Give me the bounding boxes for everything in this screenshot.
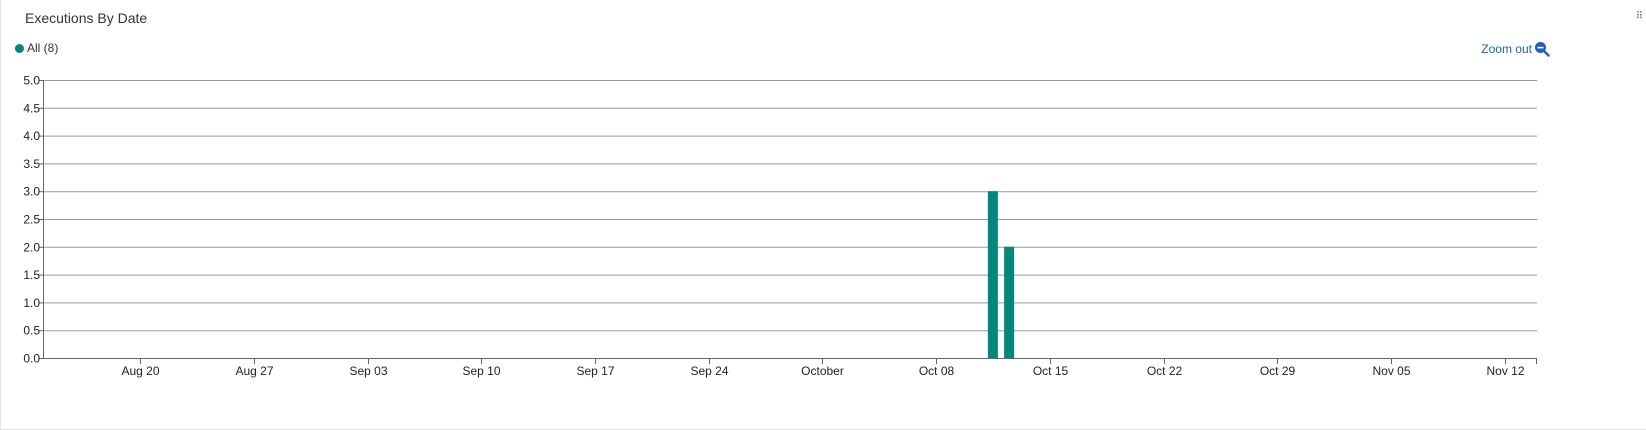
x-tick-label: Aug 27 bbox=[235, 364, 273, 378]
y-tick-label: 2.5 bbox=[23, 213, 40, 227]
x-tick-label: Sep 10 bbox=[462, 364, 500, 378]
y-tick-label: 3.0 bbox=[23, 185, 40, 199]
x-tick-label: October bbox=[801, 364, 844, 378]
y-tick-label: 0.5 bbox=[23, 324, 40, 338]
x-tick-label: Oct 22 bbox=[1147, 364, 1183, 378]
y-tick-label: 4.5 bbox=[23, 101, 40, 115]
x-tick-label: Oct 15 bbox=[1033, 364, 1069, 378]
x-tick-label: Oct 29 bbox=[1260, 364, 1296, 378]
y-tick-label: 5.0 bbox=[23, 74, 40, 88]
x-tick-label: Aug 20 bbox=[121, 364, 159, 378]
y-tick-label: 0.0 bbox=[23, 352, 40, 366]
y-tick-label: 2.0 bbox=[23, 240, 40, 254]
x-tick-label: Oct 08 bbox=[919, 364, 955, 378]
x-tick-label: Nov 12 bbox=[1486, 364, 1524, 378]
x-tick-label: Sep 24 bbox=[690, 364, 728, 378]
x-tick-label: Sep 03 bbox=[349, 364, 387, 378]
x-tick-label: Sep 17 bbox=[576, 364, 614, 378]
x-tick-label: Nov 05 bbox=[1372, 364, 1410, 378]
bar-2018-10-12 bbox=[1004, 247, 1014, 358]
y-tick-label: 1.0 bbox=[23, 296, 40, 310]
bar-2018-10-11 bbox=[988, 191, 998, 358]
y-tick-label: 1.5 bbox=[23, 268, 40, 282]
y-tick-label: 3.5 bbox=[23, 157, 40, 171]
y-tick-label: 4.0 bbox=[23, 129, 40, 143]
